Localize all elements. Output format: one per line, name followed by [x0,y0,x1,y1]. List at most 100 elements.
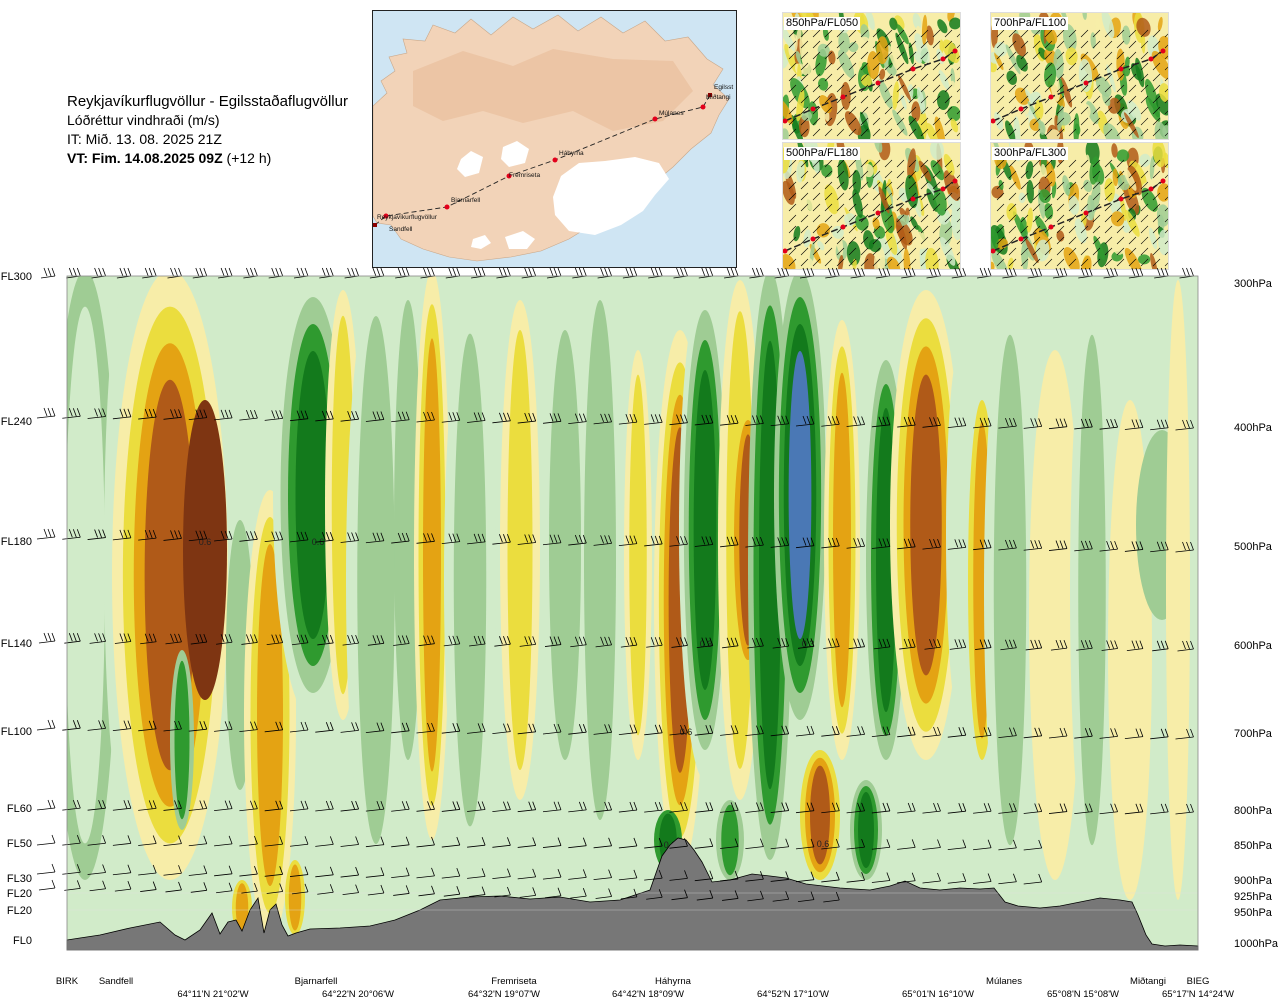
panel-barb [1128,214,1137,223]
wind-barb-flag [246,634,250,643]
panel-barb [1140,117,1149,126]
panel-barb [872,214,881,223]
wind-barb [36,807,56,811]
wind-barb [315,874,334,878]
wind-barb-flag [756,725,760,734]
wind-barb-flag [380,801,385,810]
wind-barb-flag [304,267,309,277]
wind-barb [770,810,789,813]
panel-blob [940,236,956,266]
panel-barb [1104,247,1113,256]
panel-barb [1008,203,1017,212]
panel-barb [1104,214,1113,223]
wind-barb-flag [684,870,688,879]
wind-barb-flag [199,267,204,277]
wind-barb-flag [785,415,790,424]
panel-barb [1104,128,1113,137]
wind-barb [1175,427,1194,431]
wind-barb-flag [203,409,208,418]
panel-barb [908,73,917,82]
panel-blob [914,231,928,250]
wind-barb-flag [810,838,815,847]
wind-barb-flag [625,267,630,277]
wind-barb [722,645,739,649]
panel-barb [1008,84,1017,93]
panel-barb [1068,29,1077,38]
panel-barb [800,62,809,71]
panel-barb [1152,62,1161,71]
wind-barb-flag [1186,419,1190,429]
wind-barb-flag [705,802,710,811]
wind-barb-flag [1030,418,1035,427]
wind-barb-flag [676,536,680,545]
panel-barb [1044,236,1053,245]
wind-barb-flag [456,886,461,895]
panel-barb [1104,95,1113,104]
wind-barb-flag [152,800,157,809]
panel-barb [932,236,941,245]
wind-barb-flag [76,720,81,729]
wind-barb [1099,736,1118,739]
wind-barb [618,732,637,735]
wind-barb [922,810,941,814]
panel-barb [1020,62,1029,71]
wind-barb-flag [600,636,604,646]
panel-barb [1032,73,1041,82]
wind-barb [1099,811,1118,815]
panel-barb [860,159,869,168]
wind-barb-flag [1182,267,1186,277]
wind-barb-flag [405,836,410,845]
wind-barb-flag [1114,267,1118,277]
panel-blob [919,254,928,269]
panel-barb [956,163,960,168]
panel-barb [800,40,809,49]
panel-barb [1080,117,1089,126]
wind-barb-flag [608,801,612,811]
wind-barb-flag [203,633,208,643]
wind-barb [696,645,713,649]
wind-barb-flag [275,721,280,730]
wind-barb-flag [1030,267,1035,277]
panel-barb [1152,84,1161,93]
wind-barb-flag [831,416,836,425]
wind-barb-flag [279,634,284,643]
wind-barb-flag [831,267,836,277]
wind-barb [441,419,460,423]
wind-barb-flag [199,409,204,418]
wind-barb [821,810,840,814]
wind-barb-flag [170,633,174,643]
wind-barb-flag [300,531,305,541]
wind-barb-flag [1013,417,1017,427]
wind-barb-flag [503,267,507,277]
wind-barb [542,731,562,735]
panel-blob [1044,27,1058,45]
wind-barb [696,897,713,901]
wind-barb-flag [1038,727,1043,736]
wind-barb-flag [380,884,385,894]
panel-barb [1080,106,1089,115]
panel-blob [824,184,839,215]
wind-barb-flag [51,528,56,538]
wind-barb-flag [987,839,992,848]
wind-barb [618,543,637,547]
wind-barb-flag [608,837,612,846]
route-point [506,173,512,179]
panel-blob [908,115,925,139]
panel-blob [859,111,870,133]
wind-barb [340,874,359,878]
wind-barb [821,423,840,427]
panel-barb [1056,258,1065,267]
panel-barb [944,117,953,126]
wind-barb [593,542,612,546]
panel-barb [1044,73,1053,82]
panel-blob [908,42,914,65]
wind-barb-flag [979,417,984,427]
wind-barb [416,875,435,879]
wind-barb-flag [701,267,706,277]
wind-barb-flag [911,872,916,881]
wind-barb-flag [372,532,377,541]
contour-label: 0.3 [700,639,713,649]
map-label-bjarnarfell: Bjarnarfell [451,197,481,204]
wind-barb-flag [882,802,887,812]
wind-barb-flag [127,835,132,844]
